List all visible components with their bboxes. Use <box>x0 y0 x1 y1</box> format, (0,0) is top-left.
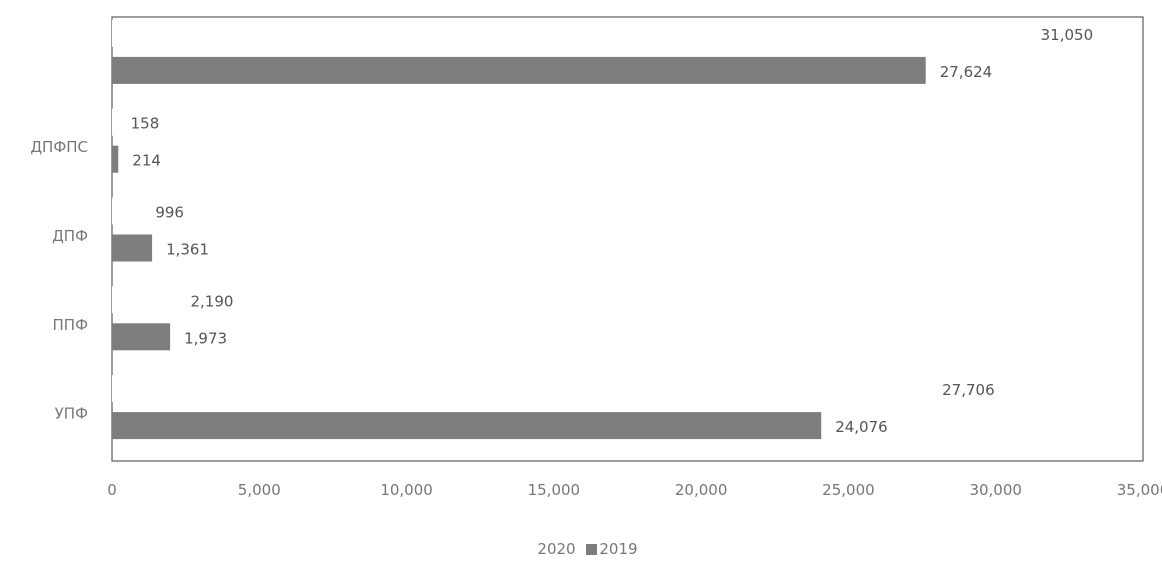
bar-2019-4 <box>112 412 822 440</box>
category-label-3: ППФ <box>53 316 89 334</box>
data-label-2019-4: 24,076 <box>835 418 888 436</box>
x-tick-label-1: 5,000 <box>238 481 281 499</box>
data-label-2019-0: 27,624 <box>940 63 993 81</box>
legend-item-2020: 2020 <box>524 540 576 558</box>
x-tick-label-0: 0 <box>107 481 117 499</box>
legend-swatch-2019 <box>586 544 598 555</box>
bar-2020-4 <box>112 375 929 403</box>
x-tick-label-4: 20,000 <box>675 481 728 499</box>
data-label-2020-3: 2,190 <box>191 292 234 310</box>
bar-2019-3 <box>112 323 171 351</box>
data-label-2019-3: 1,973 <box>184 329 227 347</box>
legend-swatch-2020 <box>524 544 536 555</box>
category-label-4: УПФ <box>55 405 88 423</box>
bar-2019-0 <box>112 56 926 84</box>
bar-2020-2 <box>112 197 142 225</box>
x-tick-label-6: 30,000 <box>969 481 1022 499</box>
category-label-2: ДПФ <box>52 227 88 245</box>
x-tick-label-7: 35,000 <box>1117 481 1162 499</box>
bar-2020-1 <box>112 108 117 136</box>
x-tick-label-3: 15,000 <box>528 481 581 499</box>
data-label-2020-4: 27,706 <box>942 381 995 399</box>
x-tick-label-5: 25,000 <box>822 481 875 499</box>
data-label-2020-2: 996 <box>155 204 184 222</box>
legend-label-2019: 2019 <box>599 540 638 558</box>
x-tick-label-2: 10,000 <box>380 481 433 499</box>
bar-2019-1 <box>112 145 119 173</box>
bar-2019-2 <box>112 234 153 262</box>
legend-item-2019: 2019 <box>586 540 638 558</box>
bar-2020-0 <box>112 19 1027 47</box>
bar-2020-3 <box>112 286 177 314</box>
legend-label-2020: 2020 <box>537 540 576 558</box>
data-label-2019-2: 1,361 <box>166 241 209 259</box>
data-label-2020-1: 158 <box>131 115 160 133</box>
category-label-1: ДПФПС <box>30 138 88 156</box>
data-label-2020-0: 31,050 <box>1041 26 1094 44</box>
legend: 2020 2019 <box>0 540 1162 558</box>
data-label-2019-1: 214 <box>132 152 161 170</box>
